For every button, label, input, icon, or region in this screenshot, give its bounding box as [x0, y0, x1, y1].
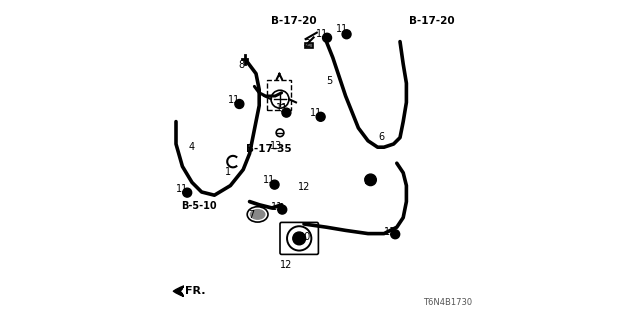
Text: 11: 11	[310, 108, 323, 118]
Text: 7: 7	[248, 210, 254, 220]
Text: 11: 11	[228, 95, 241, 105]
Circle shape	[316, 112, 325, 121]
Text: 12: 12	[298, 182, 311, 192]
Text: 4: 4	[188, 141, 195, 152]
Text: 11: 11	[335, 24, 348, 35]
Text: 11: 11	[262, 175, 275, 185]
Text: 11: 11	[316, 28, 328, 39]
Text: T6N4B1730: T6N4B1730	[424, 298, 472, 307]
Text: B-17-20: B-17-20	[409, 16, 454, 26]
Text: 8: 8	[239, 60, 244, 70]
Circle shape	[365, 174, 376, 186]
Text: 11: 11	[275, 103, 288, 113]
Circle shape	[390, 230, 399, 239]
Circle shape	[342, 30, 351, 39]
Circle shape	[270, 180, 279, 189]
Text: 10: 10	[298, 232, 311, 243]
Circle shape	[183, 188, 192, 197]
Text: 6: 6	[378, 132, 385, 142]
Circle shape	[278, 205, 287, 214]
Text: FR.: FR.	[185, 286, 205, 296]
Text: 9: 9	[363, 176, 369, 186]
Circle shape	[292, 232, 306, 245]
Text: 1: 1	[225, 167, 231, 177]
Text: B-17-20: B-17-20	[271, 16, 317, 26]
Text: 11: 11	[271, 202, 283, 212]
Ellipse shape	[250, 210, 265, 219]
Text: 5: 5	[326, 76, 332, 86]
Text: 11: 11	[383, 227, 396, 237]
Bar	[305, 43, 313, 48]
Text: 13: 13	[269, 140, 282, 151]
Text: B-17-35: B-17-35	[246, 144, 291, 154]
Text: 3: 3	[279, 104, 285, 115]
Circle shape	[235, 100, 244, 108]
Text: 11: 11	[175, 184, 188, 195]
Text: B-5-10: B-5-10	[181, 201, 216, 212]
Circle shape	[323, 33, 332, 42]
Circle shape	[282, 108, 291, 117]
Text: 12: 12	[280, 260, 292, 270]
Text: 2: 2	[305, 39, 311, 49]
